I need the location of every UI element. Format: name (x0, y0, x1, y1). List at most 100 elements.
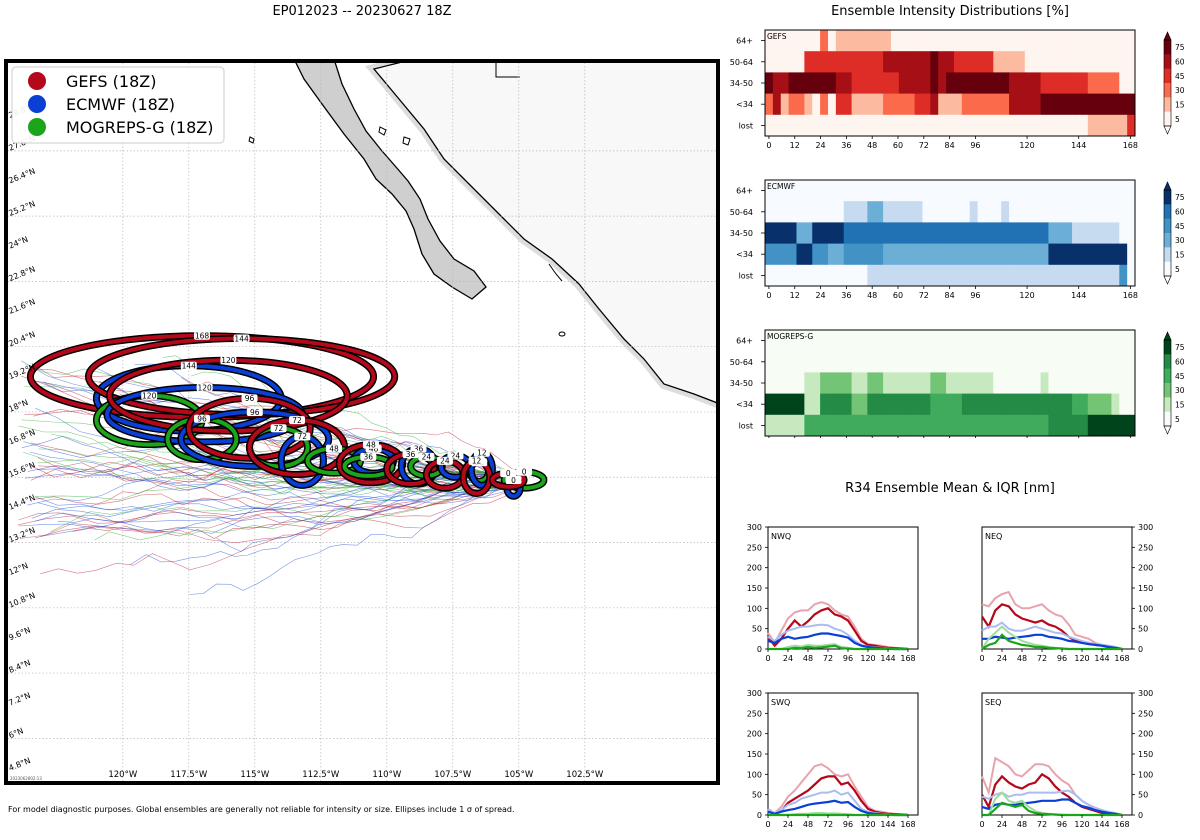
heatmap-cell (946, 201, 955, 223)
heatmap-cell (883, 243, 892, 266)
heatmap-cell (1024, 393, 1034, 416)
r34-quadrant-label: NWQ (771, 532, 791, 541)
heatmap-cell (772, 414, 782, 437)
heatmap-cell (906, 351, 915, 373)
heatmap-cell (969, 393, 978, 416)
heatmap-cell (867, 93, 876, 116)
heatmap-cell (812, 30, 821, 52)
heatmap-cell (883, 201, 892, 223)
r34-mean-line (981, 633, 1122, 651)
r34-hour-tick: 96 (1057, 820, 1067, 829)
heatmap-cell (1032, 180, 1041, 202)
lon-tick-label: 110°W (372, 770, 401, 780)
heatmap-cell (772, 72, 782, 94)
heatmap-cell (906, 51, 915, 73)
heatmap-cell (961, 114, 971, 137)
heatmap-cell (985, 51, 994, 73)
heatmap-cell (985, 243, 994, 266)
map-gridlines (4, 59, 720, 785)
heatmap-cell (1119, 30, 1128, 52)
heatmap-cell (867, 30, 876, 52)
heatmap-cell (914, 243, 923, 266)
hour-label-bg (500, 469, 517, 478)
heatmap-cell (906, 180, 915, 202)
r34-hour-tick: 48 (1017, 654, 1027, 663)
r34-value-tick: 0 (1138, 645, 1143, 654)
heatmap-cell (1009, 351, 1018, 373)
heatmap-cell (1064, 93, 1073, 116)
heatmap-cell (938, 72, 947, 94)
heatmap-cell (1079, 30, 1089, 52)
r34-value-tick: 250 (1138, 543, 1153, 552)
heatmap-cell (898, 201, 908, 223)
heatmap-cell (820, 201, 829, 223)
heatmap-cell (780, 330, 790, 352)
heatmap-cell (1119, 414, 1128, 437)
hour-label-bg (220, 356, 237, 365)
lon-tick-label: 115°W (240, 770, 269, 780)
heatmap-cell (930, 264, 939, 287)
heatmap-cell (859, 222, 868, 244)
heatmap-row-label: 64+ (736, 337, 753, 346)
heatmap-cell (938, 30, 947, 52)
heatmap-cell (788, 372, 797, 394)
heatmap-cell (906, 93, 915, 116)
heatmap-cell (1103, 264, 1112, 287)
heatmap-row-label: lost (739, 121, 753, 130)
heatmap-cell (1001, 180, 1010, 202)
heatmap-cell (1024, 72, 1034, 94)
heatmap-cell (835, 393, 845, 416)
heatmap-cell (1095, 72, 1104, 94)
heatmap-cell (1009, 393, 1018, 416)
r34-value-tick: 50 (752, 791, 762, 800)
heatmap-cell (1119, 114, 1128, 137)
hour-label-bg (289, 416, 306, 425)
ensemble-track-line (40, 478, 525, 537)
ellipse-hour-label: 36 (364, 453, 374, 462)
heatmap-cell (1079, 264, 1089, 287)
heatmap-cell (851, 414, 860, 437)
heatmap-cell (1032, 222, 1041, 244)
heatmap-cell (906, 222, 915, 244)
heatmap-cell (1001, 72, 1010, 94)
heatmap-cell (1111, 264, 1120, 287)
heatmap-row-label: lost (739, 271, 753, 280)
heatmap-cell (1111, 414, 1120, 437)
r34-hour-tick: 168 (900, 820, 915, 829)
heatmap-cell (969, 30, 978, 52)
heatmap-cell (1111, 330, 1120, 352)
heatmap-cell (820, 330, 829, 352)
heatmap-cell (946, 414, 955, 437)
heatmap-cell (867, 264, 876, 287)
heatmap-cell (796, 72, 805, 94)
heatmap-cell (1001, 30, 1010, 52)
heatmap-cell (1056, 414, 1065, 437)
heatmap-cell (1040, 243, 1049, 266)
heatmap-cell (977, 114, 986, 137)
heatmap-cell (898, 72, 908, 94)
heatmap-cell (835, 372, 845, 394)
heatmap-cell (1095, 51, 1104, 73)
heatmap-cell (1056, 393, 1065, 416)
heatmap-cell (1079, 414, 1089, 437)
heatmap-cell (977, 372, 986, 394)
heatmap-cell (867, 72, 876, 94)
heatmap-cell (977, 393, 986, 416)
heatmap-cell (780, 351, 790, 373)
heatmap-cell (890, 72, 900, 94)
heatmap-cell (804, 222, 813, 244)
r34-iqr-line (981, 789, 1123, 816)
heatmap-cell (1056, 372, 1065, 394)
heatmap-cell (1001, 414, 1010, 437)
heatmap-cell (906, 372, 915, 394)
heatmap-cell (946, 351, 955, 373)
heatmap-cell (1032, 372, 1041, 394)
r34-mean-line (982, 801, 1122, 817)
heatmap-cell (985, 201, 994, 223)
heatmap-cell (827, 330, 837, 352)
heatmap-cell (883, 180, 892, 202)
colorbar-gefs: 5 15 30 45 60 75 (1163, 31, 1185, 135)
r34-hour-tick: 0 (979, 654, 984, 663)
heatmap-model-label: ECMWF (767, 182, 795, 191)
